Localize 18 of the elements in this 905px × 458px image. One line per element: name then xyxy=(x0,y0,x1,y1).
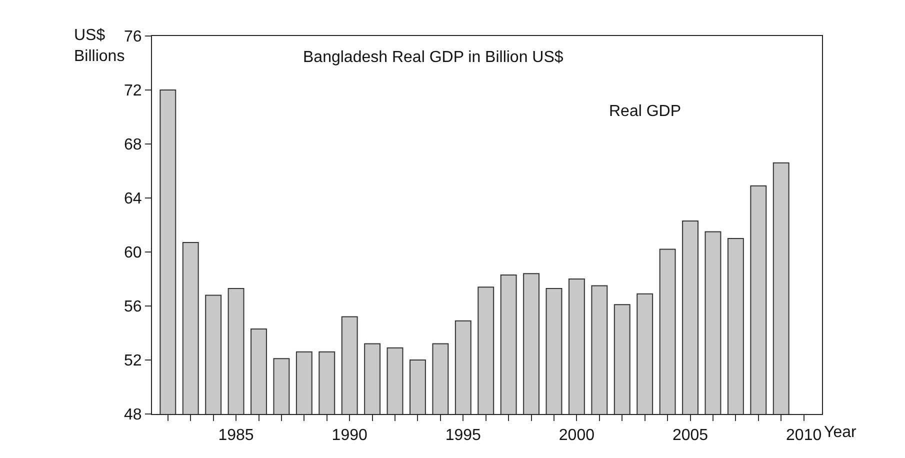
x-axis-title: Year xyxy=(824,424,857,441)
y-tick-label: 56 xyxy=(124,298,142,316)
x-tick-label: 2005 xyxy=(672,427,708,444)
x-tick-label: 1985 xyxy=(218,427,254,444)
x-tick-label: 1995 xyxy=(445,427,482,444)
y-tick-label: 68 xyxy=(124,136,142,154)
x-tick-label: 1990 xyxy=(332,427,368,444)
x-tick-label: 2010 xyxy=(786,427,822,444)
y-tick-label: 64 xyxy=(124,190,142,208)
y-axis-title: US$ Billions xyxy=(74,27,125,65)
y-tick-label: 72 xyxy=(124,82,142,100)
y-tick-label: 60 xyxy=(124,244,142,262)
text: Bangladesh Real GDP in Billion US$ xyxy=(303,49,564,66)
x-tick-label: 2000 xyxy=(558,427,595,444)
y-tick-label: 52 xyxy=(124,352,142,370)
y-tick-label: 76 xyxy=(124,28,142,46)
y-tick-label: 48 xyxy=(124,406,142,424)
text: Real GDP xyxy=(609,103,682,120)
